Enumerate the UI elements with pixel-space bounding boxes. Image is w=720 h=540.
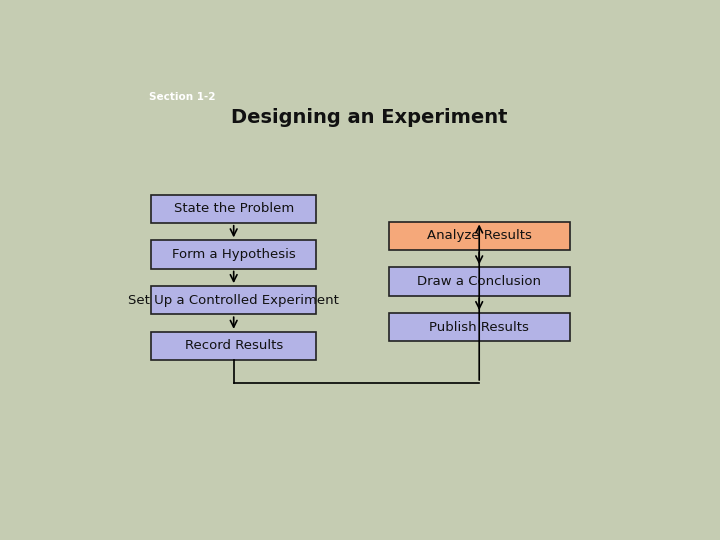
Text: Designing an Experiment: Designing an Experiment <box>230 109 508 127</box>
Text: Form a Hypothesis: Form a Hypothesis <box>172 248 296 261</box>
FancyBboxPatch shape <box>389 267 570 295</box>
FancyBboxPatch shape <box>389 313 570 341</box>
FancyBboxPatch shape <box>151 332 316 360</box>
Text: Draw a Conclusion: Draw a Conclusion <box>417 275 541 288</box>
FancyBboxPatch shape <box>151 194 316 223</box>
FancyBboxPatch shape <box>151 286 316 314</box>
Text: Record Results: Record Results <box>184 339 283 353</box>
Text: Set Up a Controlled Experiment: Set Up a Controlled Experiment <box>128 294 339 307</box>
Text: Publish Results: Publish Results <box>429 321 529 334</box>
FancyBboxPatch shape <box>389 221 570 250</box>
Text: Section 1-2: Section 1-2 <box>148 92 215 102</box>
Text: Analyze Results: Analyze Results <box>427 229 531 242</box>
FancyBboxPatch shape <box>151 240 316 268</box>
Text: State the Problem: State the Problem <box>174 202 294 215</box>
